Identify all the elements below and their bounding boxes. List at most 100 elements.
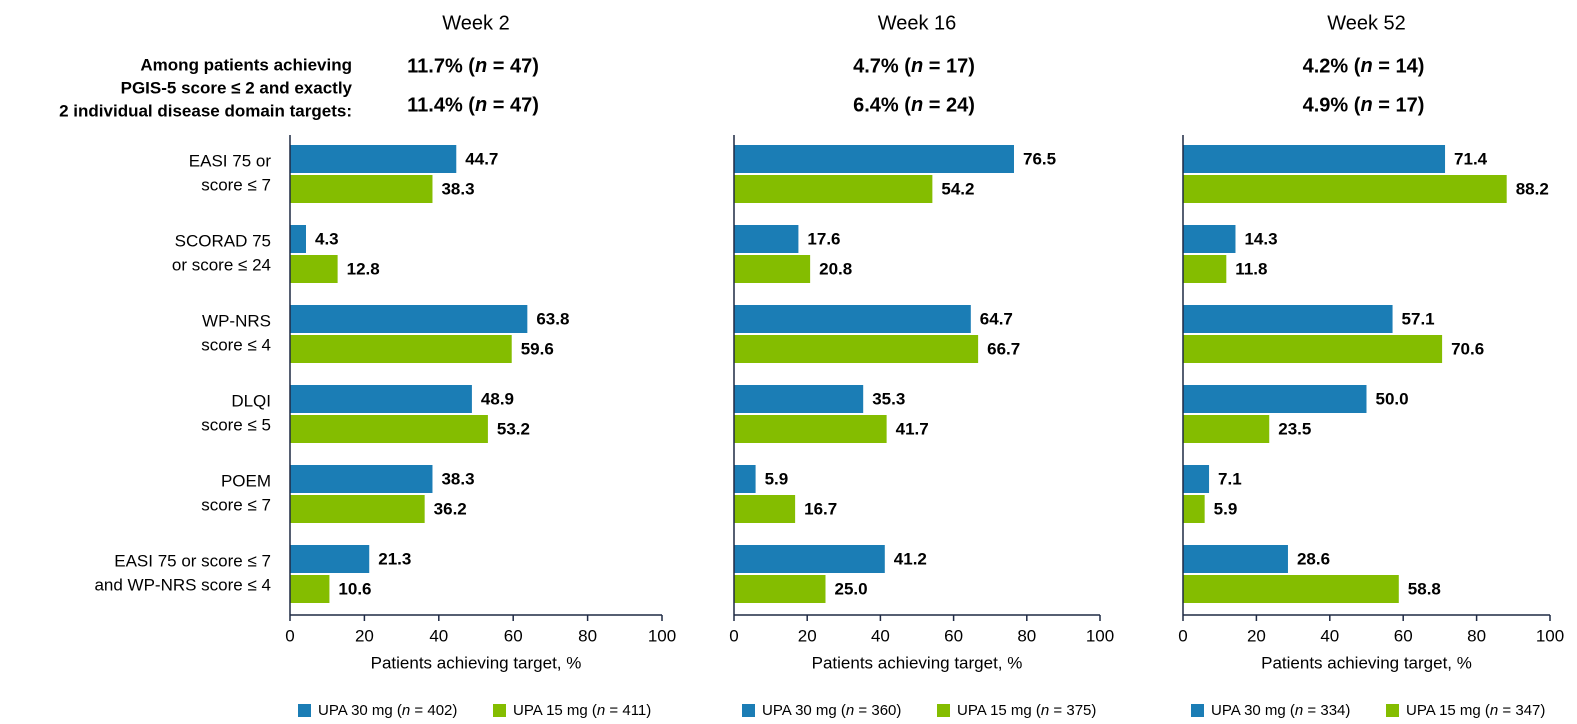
category-label: score ≤ 5 (201, 415, 271, 434)
bar (290, 575, 330, 603)
bar (1183, 255, 1227, 283)
legend-label: UPA 30 mg (n = 402) (318, 702, 457, 719)
bar (290, 465, 433, 493)
bar (734, 335, 979, 363)
value-label: 5.9 (765, 469, 789, 488)
value-label: 44.7 (465, 149, 498, 168)
x-tick-label: 0 (1178, 626, 1187, 645)
bar (1183, 465, 1210, 493)
x-tick-label: 80 (578, 626, 597, 645)
x-tick-label: 100 (648, 626, 676, 645)
legend-swatch (298, 704, 311, 717)
value-label: 71.4 (1454, 149, 1488, 168)
legend-swatch (742, 704, 755, 717)
legend-label: UPA 15 mg (n = 347) (1406, 702, 1545, 719)
category-label: score ≤ 4 (201, 335, 271, 354)
panel-title: Week 2 (442, 12, 509, 34)
legend-swatch (1386, 704, 1399, 717)
header-note: Among patients achieving (140, 55, 352, 74)
x-tick-label: 60 (504, 626, 523, 645)
x-tick-label: 100 (1086, 626, 1114, 645)
x-tick-label: 0 (285, 626, 294, 645)
value-label: 16.7 (804, 499, 837, 518)
value-label: 21.3 (378, 549, 411, 568)
bar (290, 145, 457, 173)
value-label: 35.3 (872, 389, 905, 408)
legend-swatch (493, 704, 506, 717)
x-tick-label: 20 (1247, 626, 1266, 645)
category-label: DLQI (231, 391, 271, 410)
bar (734, 575, 826, 603)
bar (734, 175, 933, 203)
value-label: 25.0 (835, 579, 868, 598)
header-note: PGIS-5 score ≤ 2 and exactly (121, 78, 353, 97)
value-label: 70.6 (1451, 339, 1484, 358)
x-tick-label: 20 (798, 626, 817, 645)
bar (1183, 145, 1446, 173)
x-tick-label: 40 (1320, 626, 1339, 645)
value-label: 53.2 (497, 419, 530, 438)
value-label: 28.6 (1297, 549, 1330, 568)
bar (734, 545, 885, 573)
x-tick-label: 60 (944, 626, 963, 645)
x-tick-label: 0 (729, 626, 738, 645)
value-label: 12.8 (347, 259, 380, 278)
bar (734, 495, 796, 523)
value-label: 36.2 (434, 499, 467, 518)
value-label: 59.6 (521, 339, 554, 358)
legend-label: UPA 15 mg (n = 411) (513, 702, 651, 719)
legend-label: UPA 30 mg (n = 334) (1211, 702, 1350, 719)
category-label: or score ≤ 24 (172, 255, 271, 274)
value-label: 23.5 (1278, 419, 1311, 438)
value-label: 58.8 (1408, 579, 1441, 598)
bar (1183, 575, 1399, 603)
bar (1183, 305, 1393, 333)
bar (734, 255, 811, 283)
value-label: 54.2 (941, 179, 974, 198)
bar (734, 225, 799, 253)
x-tick-label: 20 (355, 626, 374, 645)
value-label: 41.2 (894, 549, 927, 568)
category-label: EASI 75 or (189, 151, 272, 170)
bar (290, 225, 306, 253)
bar (734, 415, 887, 443)
value-label: 88.2 (1516, 179, 1549, 198)
value-label: 14.3 (1244, 229, 1277, 248)
legend-swatch (1191, 704, 1204, 717)
category-label: score ≤ 7 (201, 175, 271, 194)
category-label: SCORAD 75 (175, 231, 271, 250)
value-label: 10.6 (338, 579, 371, 598)
category-label: and WP-NRS score ≤ 4 (94, 575, 271, 594)
x-axis-label: Patients achieving target, % (812, 653, 1023, 672)
panel-title: Week 16 (878, 12, 957, 34)
value-label: 41.7 (896, 419, 929, 438)
value-label: 50.0 (1376, 389, 1409, 408)
bar (290, 545, 370, 573)
legend-label: UPA 15 mg (n = 375) (957, 702, 1096, 719)
value-label: 11.8 (1235, 259, 1267, 278)
panel-summary: 4.7% (n = 17) (853, 55, 975, 77)
bar (734, 465, 756, 493)
bar (1183, 385, 1367, 413)
bar (290, 335, 512, 363)
panel-summary: 4.2% (n = 14) (1303, 55, 1425, 77)
value-label: 76.5 (1023, 149, 1056, 168)
panel-summary: 11.7% (n = 47) (407, 55, 539, 77)
value-label: 38.3 (441, 179, 474, 198)
x-tick-label: 80 (1017, 626, 1036, 645)
bar (734, 305, 971, 333)
x-tick-label: 40 (429, 626, 448, 645)
value-label: 64.7 (980, 309, 1013, 328)
category-label: score ≤ 7 (201, 495, 271, 514)
bar (1183, 415, 1270, 443)
x-tick-label: 40 (871, 626, 890, 645)
header-note: 2 individual disease domain targets: (59, 101, 352, 120)
x-tick-label: 100 (1536, 626, 1564, 645)
bar (290, 385, 472, 413)
bar (1183, 175, 1507, 203)
panel-summary: 11.4% (n = 47) (407, 94, 539, 116)
value-label: 5.9 (1214, 499, 1238, 518)
bar (290, 415, 488, 443)
x-axis-label: Patients achieving target, % (371, 653, 582, 672)
